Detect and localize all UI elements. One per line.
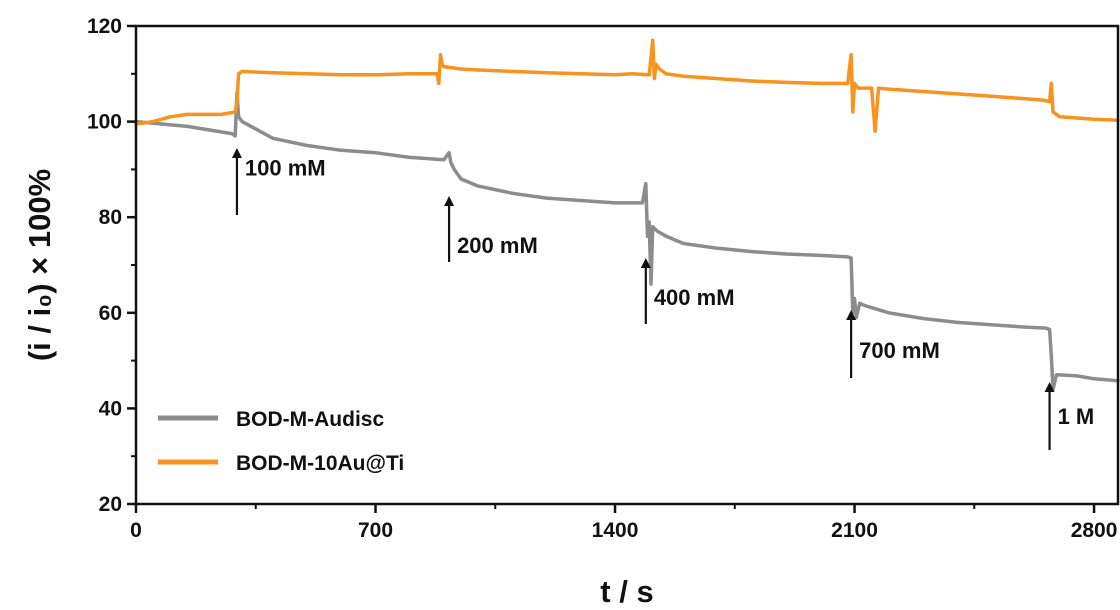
annotation-layer: 100 mM 200 mM 400 mM 700 mM 1 M <box>231 148 1095 450</box>
x-tick-label-3: 2100 <box>831 519 878 542</box>
annotation-arrowhead-1 <box>444 196 455 206</box>
annotation-arrowhead-2 <box>640 258 651 268</box>
plot-frame <box>134 24 1120 506</box>
legend: BOD-M-Audisc BOD-M-10Au@Ti <box>158 408 404 475</box>
legend-label-10au-ti: BOD-M-10Au@Ti <box>236 452 404 475</box>
annotation-label-2: 400 mM <box>654 285 735 310</box>
annotation-label-3: 700 mM <box>859 338 940 363</box>
y-tick-label-3: 80 <box>99 206 122 229</box>
y-tick-label-4: 100 <box>87 111 122 134</box>
series-line-0 <box>134 91 1120 392</box>
x-tick-label-1: 700 <box>358 519 393 542</box>
y-tick-label-2: 60 <box>99 302 122 325</box>
annotation-arrowhead-3 <box>846 310 857 320</box>
y-tick-label-5: 120 <box>87 15 122 38</box>
axes-layer: 0 700 1400 2100 2800 20 40 60 80 100 120 <box>87 15 1117 542</box>
annotation-arrowhead-0 <box>231 148 242 158</box>
y-axis-title: (i / i₀) × 100% <box>22 169 57 361</box>
x-tick-label-2: 1400 <box>592 519 639 542</box>
x-tick-label-4: 2800 <box>1071 519 1118 542</box>
annotation-label-4: 1 M <box>1058 404 1095 429</box>
annotation-label-1: 200 mM <box>457 233 538 258</box>
annotation-arrowhead-4 <box>1044 382 1055 392</box>
series-line-1 <box>134 38 1120 133</box>
legend-label-audisc: BOD-M-Audisc <box>236 408 384 431</box>
series-layer <box>134 38 1120 392</box>
x-tick-label-0: 0 <box>130 519 142 542</box>
x-axis-title: t / s <box>600 574 653 609</box>
y-tick-label-1: 40 <box>99 397 122 420</box>
annotation-label-0: 100 mM <box>245 156 326 181</box>
y-tick-label-0: 20 <box>99 493 122 516</box>
